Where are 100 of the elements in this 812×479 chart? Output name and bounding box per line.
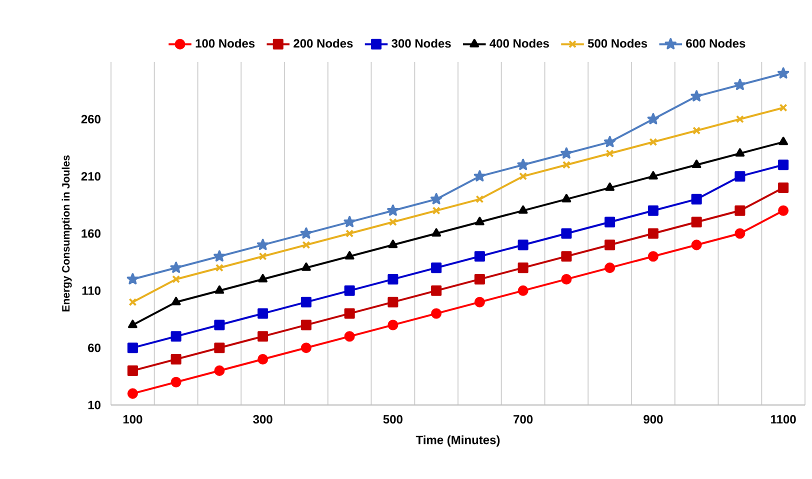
point: [170, 354, 182, 365]
point: [388, 240, 398, 248]
point: [474, 296, 485, 308]
point: [474, 251, 485, 262]
point: [432, 228, 442, 237]
point: [604, 240, 616, 250]
point: [300, 296, 312, 308]
point: [258, 308, 268, 319]
point: [778, 136, 788, 146]
point: [604, 216, 616, 228]
point: [518, 285, 528, 296]
point: [475, 216, 484, 226]
point: [344, 216, 356, 228]
point: [518, 240, 528, 250]
point: [562, 194, 572, 202]
point: [344, 251, 354, 260]
point: [170, 376, 182, 388]
legend-label: 500 Nodes: [588, 38, 648, 48]
legend-label: 400 Nodes: [490, 38, 549, 48]
x-tick-label: 100: [123, 415, 142, 424]
point: [258, 331, 268, 342]
y-tick-label: 10: [88, 400, 100, 410]
point: [648, 228, 658, 239]
point: [691, 240, 702, 250]
point: [604, 136, 616, 148]
point: [691, 194, 702, 204]
point: [561, 251, 572, 262]
point: [388, 274, 398, 284]
point: [300, 320, 312, 330]
point: [517, 158, 529, 170]
point: [346, 229, 354, 238]
point: [690, 90, 702, 102]
point: [431, 262, 442, 274]
point: [127, 342, 138, 354]
point: [604, 262, 616, 274]
point: [779, 104, 788, 112]
point: [214, 285, 224, 294]
y-tick-label: 210: [81, 172, 100, 181]
point: [777, 67, 790, 79]
point: [388, 320, 398, 330]
point: [214, 320, 225, 330]
x-tick-label: 1100: [771, 415, 796, 424]
point: [474, 170, 486, 182]
point: [172, 275, 180, 284]
legend-label: 200 Nodes: [294, 38, 353, 48]
point: [734, 228, 746, 239]
point: [691, 216, 702, 228]
point: [519, 172, 528, 180]
point: [127, 388, 138, 399]
point: [344, 285, 355, 296]
point: [258, 252, 267, 260]
point: [431, 308, 442, 319]
point: [214, 365, 225, 376]
point: [302, 240, 310, 249]
y-tick-label: 160: [82, 229, 100, 238]
point: [778, 160, 789, 170]
point: [648, 171, 658, 180]
point: [605, 182, 615, 191]
y-tick-label: 110: [82, 286, 100, 295]
point: [734, 171, 746, 182]
point: [258, 354, 268, 365]
point: [344, 331, 355, 342]
point: [692, 160, 702, 168]
point: [692, 126, 701, 135]
point: [214, 342, 225, 354]
point: [432, 206, 440, 215]
x-tick-label: 900: [644, 415, 663, 424]
point: [256, 238, 269, 250]
x-tick-label: 300: [253, 415, 272, 424]
point: [648, 205, 658, 216]
point: [387, 204, 399, 216]
point: [258, 274, 268, 282]
point: [127, 365, 138, 376]
y-axis-title: Energy Consumption in Joules: [62, 155, 72, 312]
point: [170, 262, 182, 273]
x-axis-title: Time (Minutes): [416, 435, 500, 447]
point: [561, 228, 572, 239]
legend-label: 600 Nodes: [686, 38, 746, 48]
point: [126, 273, 139, 284]
point: [388, 218, 397, 226]
point: [647, 113, 660, 124]
point: [778, 182, 789, 194]
point: [430, 193, 442, 204]
x-tick-label: 500: [383, 415, 402, 424]
point: [649, 138, 658, 146]
y-tick-label: 260: [81, 114, 100, 124]
point: [170, 331, 182, 342]
legend-label: 300 Nodes: [392, 38, 451, 48]
point: [128, 320, 138, 328]
point: [128, 298, 137, 306]
point: [300, 342, 312, 354]
point: [171, 296, 181, 306]
point: [388, 296, 398, 308]
point: [518, 262, 528, 274]
point: [778, 205, 789, 216]
point: [736, 115, 744, 124]
point: [431, 285, 442, 296]
y-tick-label: 60: [88, 344, 100, 352]
point: [476, 195, 484, 204]
point: [215, 264, 224, 272]
